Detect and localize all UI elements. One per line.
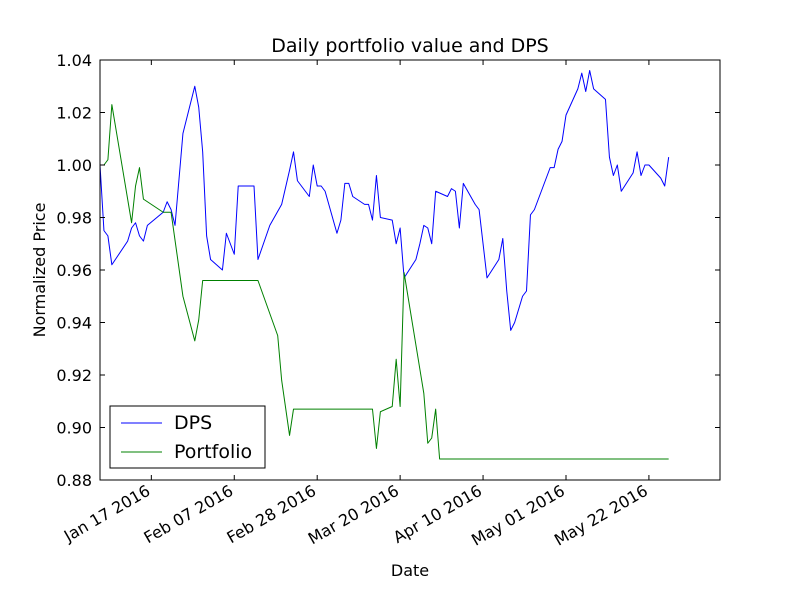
- y-tick-label: 0.94: [56, 314, 92, 333]
- legend-label-dps: DPS: [174, 412, 212, 434]
- y-axis-ticks: 0.88 0.90 0.92 0.94 0.96 0.98 1.00 1.02 1.04: [56, 51, 720, 490]
- series-line-portfolio: [100, 104, 669, 460]
- legend: DPS Portfolio: [109, 405, 266, 469]
- series-layer: [99, 70, 670, 460]
- y-tick-label: 0.98: [56, 209, 92, 228]
- y-tick-label: 0.96: [56, 261, 92, 280]
- y-tick-label: 0.88: [56, 471, 92, 490]
- legend-label-portfolio: Portfolio: [174, 441, 252, 463]
- y-tick-label: 1.04: [56, 51, 92, 70]
- series-line-dps: [99, 70, 670, 331]
- chart-title: Daily portfolio value and DPS: [271, 35, 548, 57]
- x-axis-label: Date: [391, 561, 429, 580]
- legend-box: [109, 405, 266, 469]
- y-tick-label: 1.00: [56, 156, 92, 175]
- y-axis-label: Normalized Price: [30, 203, 49, 338]
- y-tick-label: 0.90: [56, 419, 92, 438]
- plot-area: 0.880.900.920.940.960.981.001.021.04 Jan…: [56, 51, 721, 550]
- y-tick-label: 0.92: [56, 366, 92, 385]
- y-tick-label: 1.02: [56, 104, 92, 123]
